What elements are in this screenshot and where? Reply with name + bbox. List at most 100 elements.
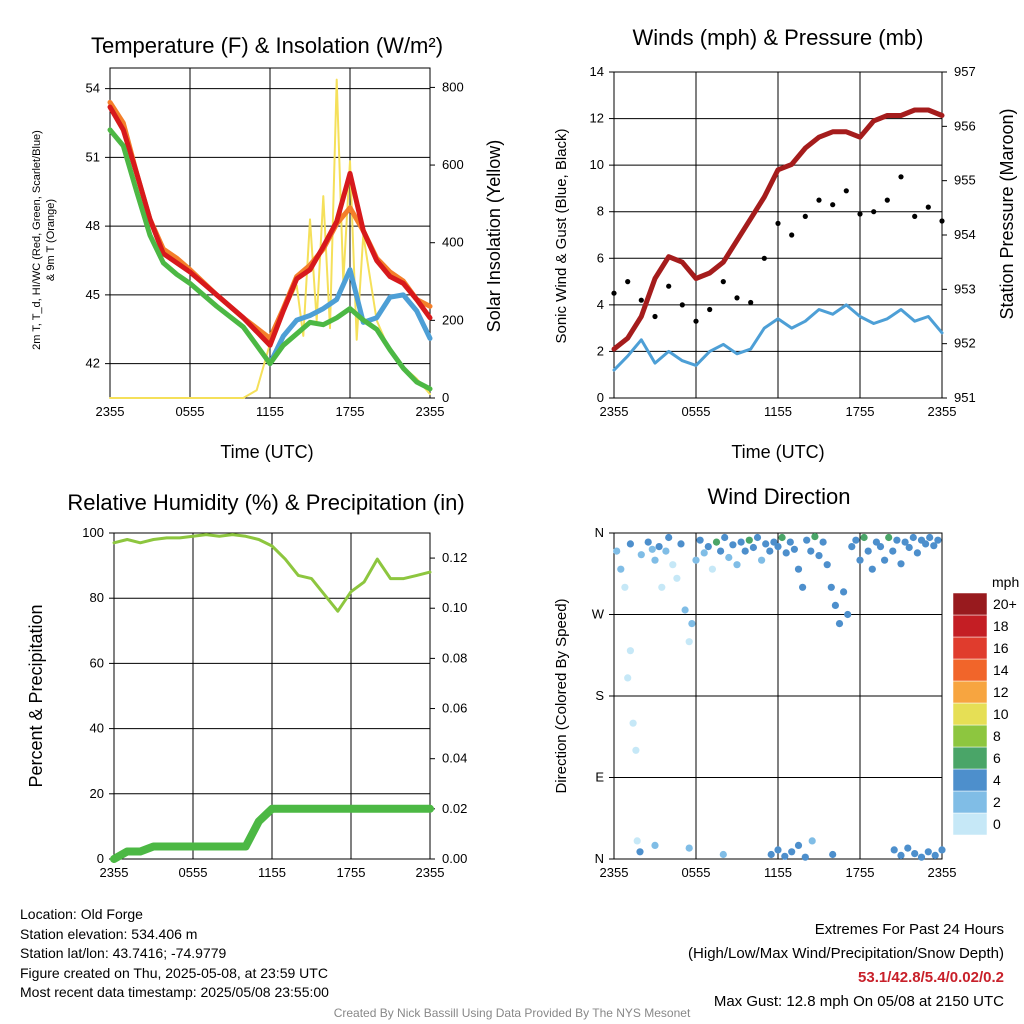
extremes-subtitle: (High/Low/Max Wind/Precipitation/Snow De… bbox=[688, 945, 1004, 962]
humidity-panel: Relative Humidity (%) & Precipitation (i… bbox=[26, 490, 467, 880]
direction-point bbox=[712, 538, 721, 546]
wind-direction-x-tick-label: 2355 bbox=[600, 865, 629, 880]
winds-y-tick-label: 6 bbox=[597, 250, 604, 265]
direction-point bbox=[665, 533, 673, 542]
winds-y-tick-label: 0 bbox=[597, 390, 604, 405]
direction-point bbox=[794, 565, 803, 573]
direction-point bbox=[621, 583, 629, 591]
direction-point bbox=[924, 848, 932, 856]
temperature-y-tick-label: 45 bbox=[86, 287, 100, 302]
direction-point bbox=[852, 536, 860, 544]
winds-y-tick-label: 14 bbox=[590, 64, 604, 79]
wind-direction-x-tick-label: 2355 bbox=[928, 865, 957, 880]
direction-point bbox=[897, 560, 905, 568]
recent-timestamp: Most recent data timestamp: 2025/05/08 2… bbox=[20, 984, 329, 1001]
gust-point bbox=[816, 197, 822, 203]
direction-point bbox=[781, 852, 789, 860]
direction-point bbox=[708, 565, 717, 573]
temperature-series-line-2 bbox=[267, 267, 433, 367]
winds-y-tick-label: 12 bbox=[590, 111, 604, 126]
speed-legend-swatch bbox=[952, 746, 988, 770]
direction-point bbox=[717, 547, 725, 555]
direction-point bbox=[897, 851, 905, 860]
credit-line: Created By Nick Bassill Using Data Provi… bbox=[333, 1006, 691, 1020]
temperature-x-tick-label: 2355 bbox=[96, 404, 125, 419]
humidity-y-tick-label: 100 bbox=[82, 525, 104, 540]
winds-ylabel: Sonic Wind & Gust (Blue, Black) bbox=[553, 128, 570, 343]
speed-legend-swatch bbox=[952, 680, 988, 704]
humidity-y-tick-label: 60 bbox=[90, 655, 104, 670]
direction-point bbox=[658, 583, 666, 591]
speed-legend-label: 12 bbox=[993, 684, 1009, 700]
gust-point bbox=[611, 290, 617, 296]
gust-point bbox=[912, 213, 918, 219]
gust-point bbox=[625, 279, 631, 285]
speed-legend-label: 18 bbox=[993, 618, 1009, 634]
direction-point bbox=[774, 543, 782, 551]
humidity-x-tick-label: 2355 bbox=[100, 865, 129, 880]
direction-point bbox=[868, 565, 876, 573]
temperature-series-line-1 bbox=[107, 104, 433, 348]
direction-point bbox=[688, 620, 696, 628]
direction-point bbox=[753, 533, 762, 542]
wind-direction-y-tick-label: N bbox=[595, 851, 604, 866]
gust-point bbox=[720, 279, 726, 285]
winds-x-tick-label: 1755 bbox=[846, 404, 875, 419]
wind-direction-x-tick-label: 1155 bbox=[764, 865, 792, 880]
temperature-ylabel-right: Solar Insolation (Yellow) bbox=[484, 140, 504, 332]
wind-direction-y-tick-label: S bbox=[595, 688, 604, 703]
direction-point bbox=[636, 848, 644, 856]
direction-point bbox=[938, 846, 946, 854]
extremes-title: Extremes For Past 24 Hours bbox=[814, 921, 1004, 938]
direction-point bbox=[749, 543, 758, 552]
gust-point bbox=[802, 213, 808, 219]
humidity-y-tick-label: 80 bbox=[90, 590, 104, 605]
direction-point bbox=[799, 583, 807, 591]
gust-point bbox=[638, 297, 644, 303]
direction-point bbox=[856, 556, 864, 564]
station-elevation: Station elevation: 534.406 m bbox=[20, 925, 198, 942]
direction-point bbox=[782, 549, 790, 557]
gust-point bbox=[707, 306, 713, 313]
direction-point bbox=[629, 719, 637, 727]
direction-point bbox=[835, 620, 844, 628]
direction-point bbox=[790, 545, 799, 553]
gust-point bbox=[679, 302, 685, 308]
wind-direction-y-tick-label: N bbox=[595, 525, 604, 540]
speed-legend-label: 6 bbox=[993, 750, 1001, 766]
humidity-y-right-tick-label: 0.02 bbox=[442, 801, 467, 816]
humidity-x-tick-label: 0555 bbox=[179, 865, 208, 880]
direction-point bbox=[911, 850, 919, 858]
direction-point bbox=[917, 853, 926, 861]
temperature-x-tick-label: 0555 bbox=[176, 404, 205, 419]
speed-legend-label: 10 bbox=[993, 706, 1009, 722]
humidity-y-right-tick-label: 0.00 bbox=[442, 851, 467, 866]
direction-point bbox=[794, 841, 803, 850]
temperature-ylabel-line1: 2m T, T_d, HI/WC (Red, Green, Scarlet/Bl… bbox=[31, 130, 43, 350]
direction-point bbox=[807, 547, 815, 555]
direction-point bbox=[909, 533, 917, 542]
gust-point bbox=[939, 218, 945, 224]
direction-point bbox=[926, 533, 934, 542]
winds-y-right-tick-label: 956 bbox=[954, 118, 976, 133]
speed-legend-label: 0 bbox=[993, 816, 1001, 832]
humidity-y-tick-label: 40 bbox=[90, 721, 104, 736]
station-info: Location: Old Forge Station elevation: 5… bbox=[20, 905, 329, 1003]
direction-point bbox=[762, 540, 770, 548]
winds-y-right-tick-label: 953 bbox=[954, 281, 976, 296]
direction-point bbox=[930, 542, 938, 550]
direction-point bbox=[811, 533, 819, 541]
direction-point bbox=[819, 538, 827, 546]
direction-point bbox=[632, 746, 640, 754]
gust-point bbox=[748, 299, 754, 306]
gust-point bbox=[652, 313, 658, 320]
direction-point bbox=[729, 541, 737, 549]
temperature-panel: Temperature (F) & Insolation (W/m²) Time… bbox=[31, 33, 504, 462]
gust-point bbox=[884, 197, 890, 203]
humidity-y-right-tick-label: 0.10 bbox=[442, 600, 467, 615]
winds-xlabel: Time (UTC) bbox=[731, 442, 824, 462]
humidity-y-tick-label: 0 bbox=[97, 851, 104, 866]
figure-created: Figure created on Thu, 2025-05-08, at 23… bbox=[20, 964, 328, 981]
direction-point bbox=[905, 543, 913, 552]
